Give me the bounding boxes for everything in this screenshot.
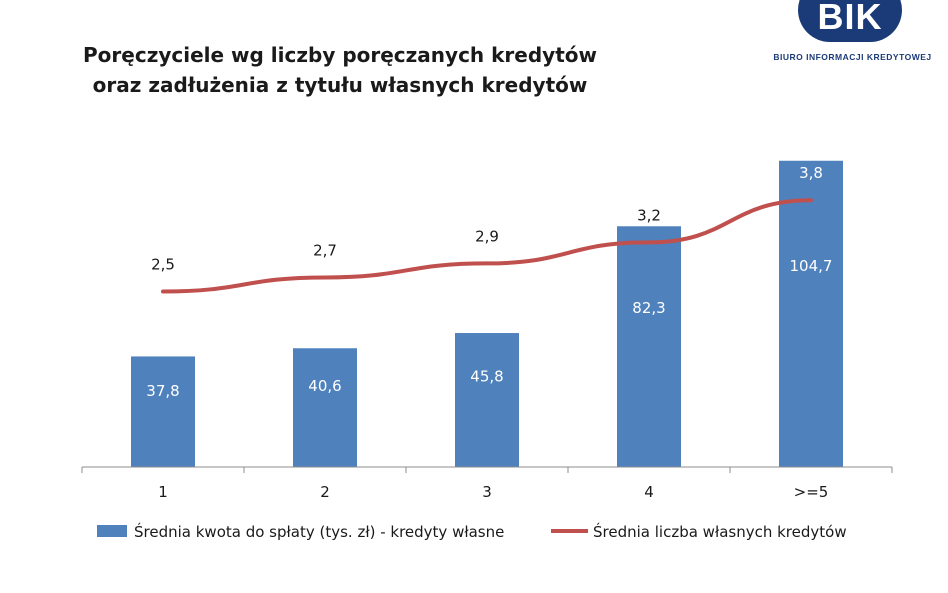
x-tick-label-1: 1 bbox=[158, 483, 168, 501]
x-tick-label-2: 2 bbox=[320, 483, 330, 501]
x-tick-label-3: 3 bbox=[482, 483, 492, 501]
line-label-5: 3,8 bbox=[799, 164, 823, 182]
legend-label-bars: Średnia kwota do spłaty (tys. zł) - kred… bbox=[134, 522, 504, 541]
bar-label-5: 104,7 bbox=[790, 257, 833, 275]
chart-title: Poręczyciele wg liczby poręczanych kredy… bbox=[60, 40, 620, 100]
chart-title-line-1: Poręczyciele wg liczby poręczanych kredy… bbox=[83, 43, 597, 67]
logo-subtitle: BIURO INFORMACJI KREDYTOWEJ bbox=[773, 52, 932, 62]
bar-label-4: 82,3 bbox=[632, 299, 665, 317]
bar-label-1: 37,8 bbox=[146, 382, 179, 400]
bar-label-3: 45,8 bbox=[470, 367, 503, 385]
bar-4 bbox=[617, 226, 681, 467]
legend-swatch-bars bbox=[97, 525, 127, 537]
logo-badge bbox=[798, 0, 902, 42]
line-label-3: 2,9 bbox=[475, 227, 499, 245]
bar-1 bbox=[131, 356, 195, 467]
line-label-1: 2,5 bbox=[151, 256, 175, 274]
line-series bbox=[161, 198, 813, 294]
x-tick-label-5: >=5 bbox=[794, 483, 829, 501]
line-label-4: 3,2 bbox=[637, 206, 661, 224]
logo-mark: BIK bbox=[817, 0, 883, 37]
chart-title-line-2: oraz zadłużenia z tytułu własnych kredyt… bbox=[92, 73, 588, 97]
bar-3 bbox=[455, 333, 519, 467]
bar-2 bbox=[293, 348, 357, 467]
bik-logo: BIK BIURO INFORMACJI KREDYTOWEJ bbox=[770, 0, 935, 70]
bar-5 bbox=[779, 160, 843, 467]
legend-label-line: Średnia liczba własnych kredytów bbox=[593, 522, 847, 541]
x-tick-label-4: 4 bbox=[644, 483, 654, 501]
bar-label-2: 40,6 bbox=[308, 377, 341, 395]
line-label-2: 2,7 bbox=[313, 241, 337, 259]
